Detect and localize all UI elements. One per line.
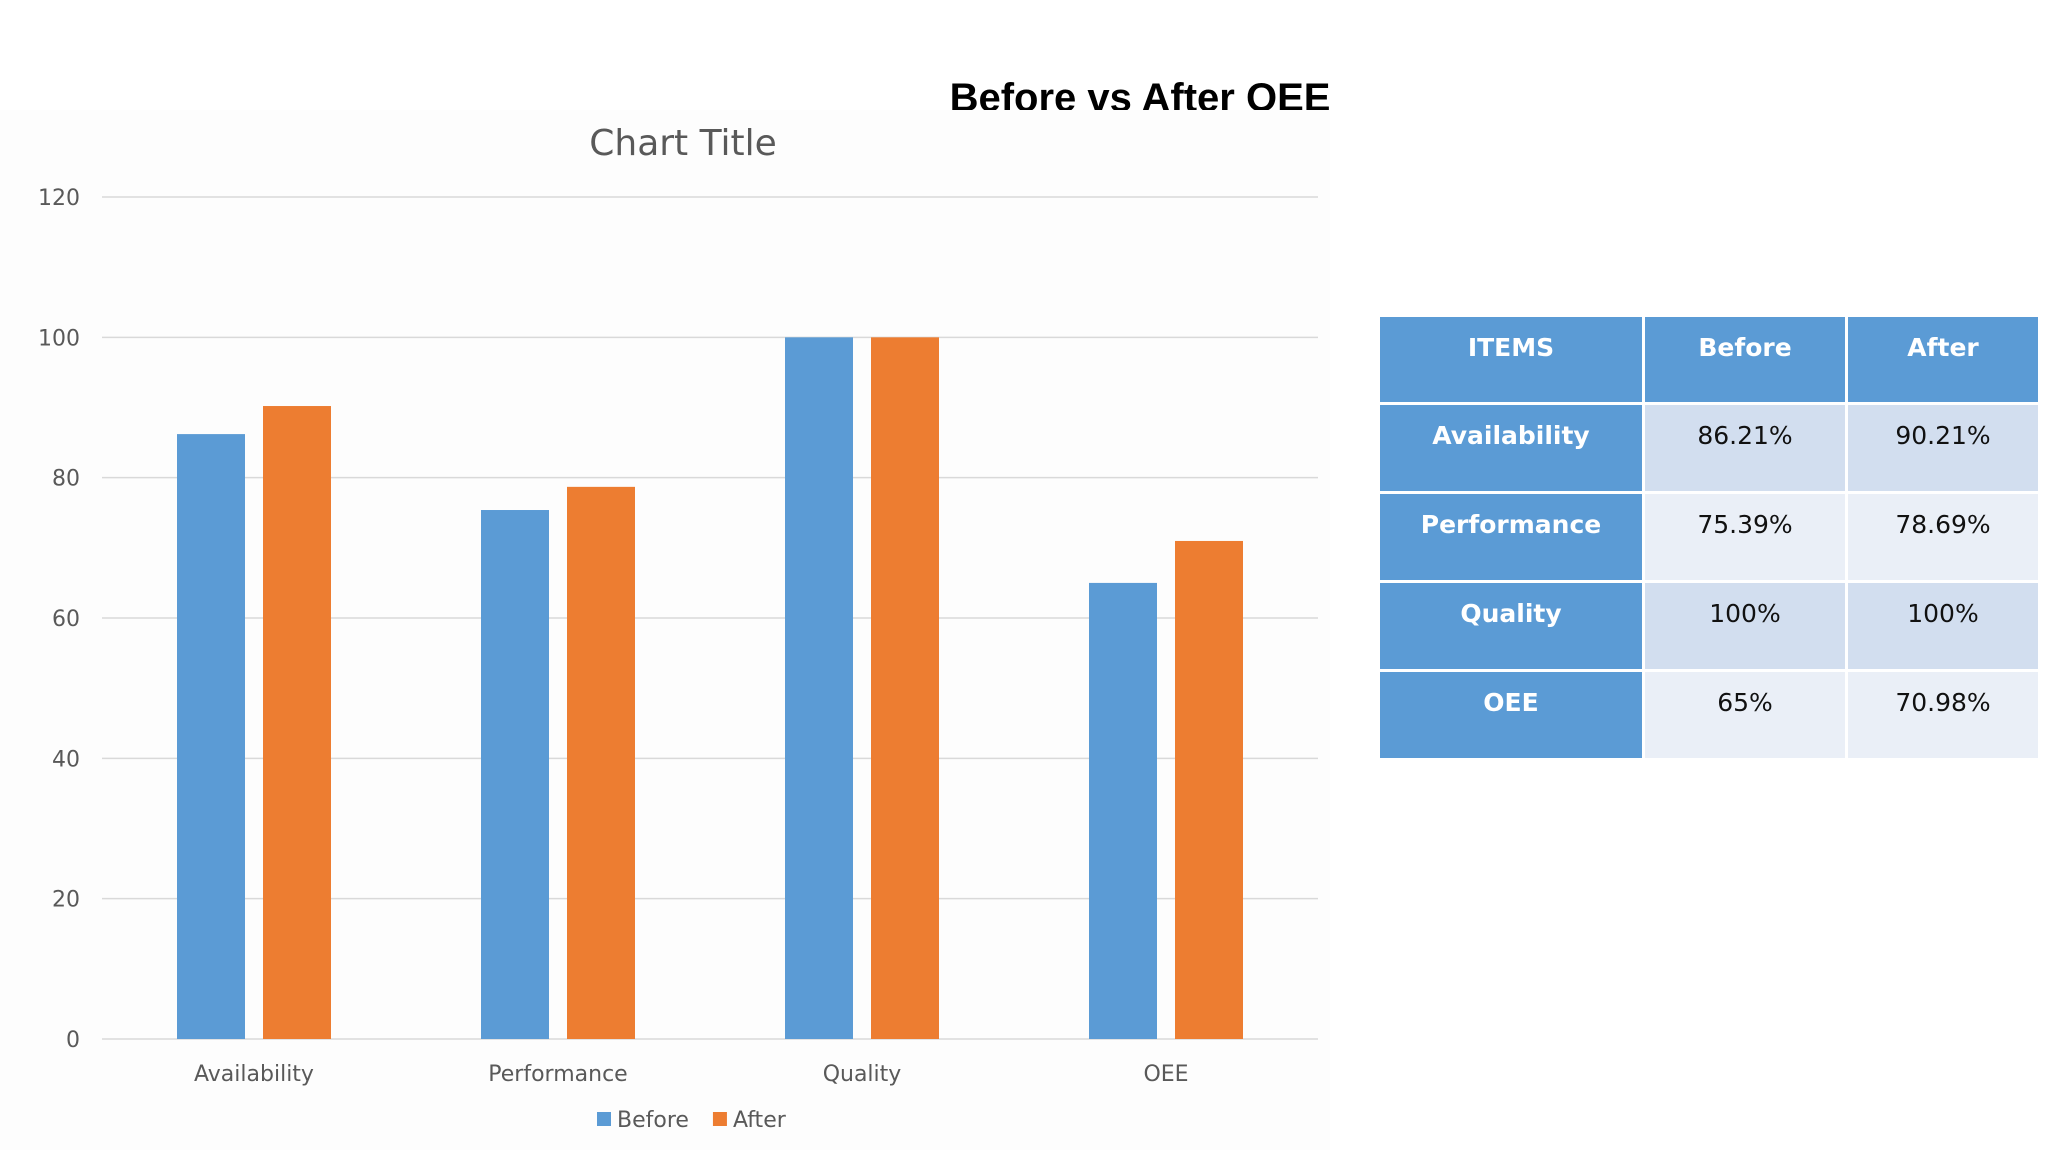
row-after: 78.69% [1848,494,2038,580]
row-before: 65% [1645,672,1845,758]
bar-before-performance [481,510,549,1039]
bar-chart: Chart Title 0 20 40 60 80 100 120 Availability Pe… [38,123,1318,1133]
bar-before-quality [785,337,853,1039]
header-after: After [1848,317,2038,402]
x-tick-label: Performance [488,1062,627,1087]
header-items: ITEMS [1380,317,1642,402]
bar-after-oee [1175,540,1243,1039]
row-before: 100% [1645,583,1845,669]
x-tick-label: OEE [1143,1062,1188,1087]
y-tick-label: 20 [52,888,80,913]
legend-label-before: Before [617,1108,689,1133]
chart-area: Chart Title 0 20 40 60 80 100 120 Availability Pe… [0,110,1330,1150]
x-tick-label: Availability [194,1062,314,1087]
row-before: 86.21% [1645,405,1845,491]
row-item: Quality [1380,583,1642,669]
x-tick-label: Quality [823,1062,902,1087]
row-after: 70.98% [1848,672,2038,758]
bar-after-quality [871,337,939,1039]
y-tick-label: 60 [52,607,80,632]
table-row: Availability 86.21% 90.21% [1380,405,2038,491]
oee-table: ITEMS Before After Availability 86.21% 9… [1377,314,2041,761]
y-tick-label: 120 [38,186,80,211]
row-before: 75.39% [1645,494,1845,580]
header-before: Before [1645,317,1845,402]
table-row: Quality 100% 100% [1380,583,2038,669]
legend-swatch-after [712,1112,727,1126]
row-item: Performance [1380,494,1642,580]
chart-title: Chart Title [589,123,777,164]
table-row: OEE 65% 70.98% [1380,672,2038,758]
row-item: Availability [1380,405,1642,491]
table-header-row: ITEMS Before After [1380,317,2038,402]
bar-before-oee [1089,582,1157,1039]
bar-before-availability [177,434,245,1040]
y-tick-label: 0 [66,1028,80,1053]
row-after: 90.21% [1848,405,2038,491]
y-tick-label: 80 [52,467,80,492]
row-after: 100% [1848,583,2038,669]
legend-label-after: After [733,1108,787,1133]
y-tick-label: 100 [38,326,80,351]
y-tick-label: 40 [52,747,80,772]
table-row: Performance 75.39% 78.69% [1380,494,2038,580]
bar-after-performance [567,486,635,1039]
row-item: OEE [1380,672,1642,758]
legend-swatch-before [597,1112,611,1126]
bar-after-availability [263,406,331,1039]
